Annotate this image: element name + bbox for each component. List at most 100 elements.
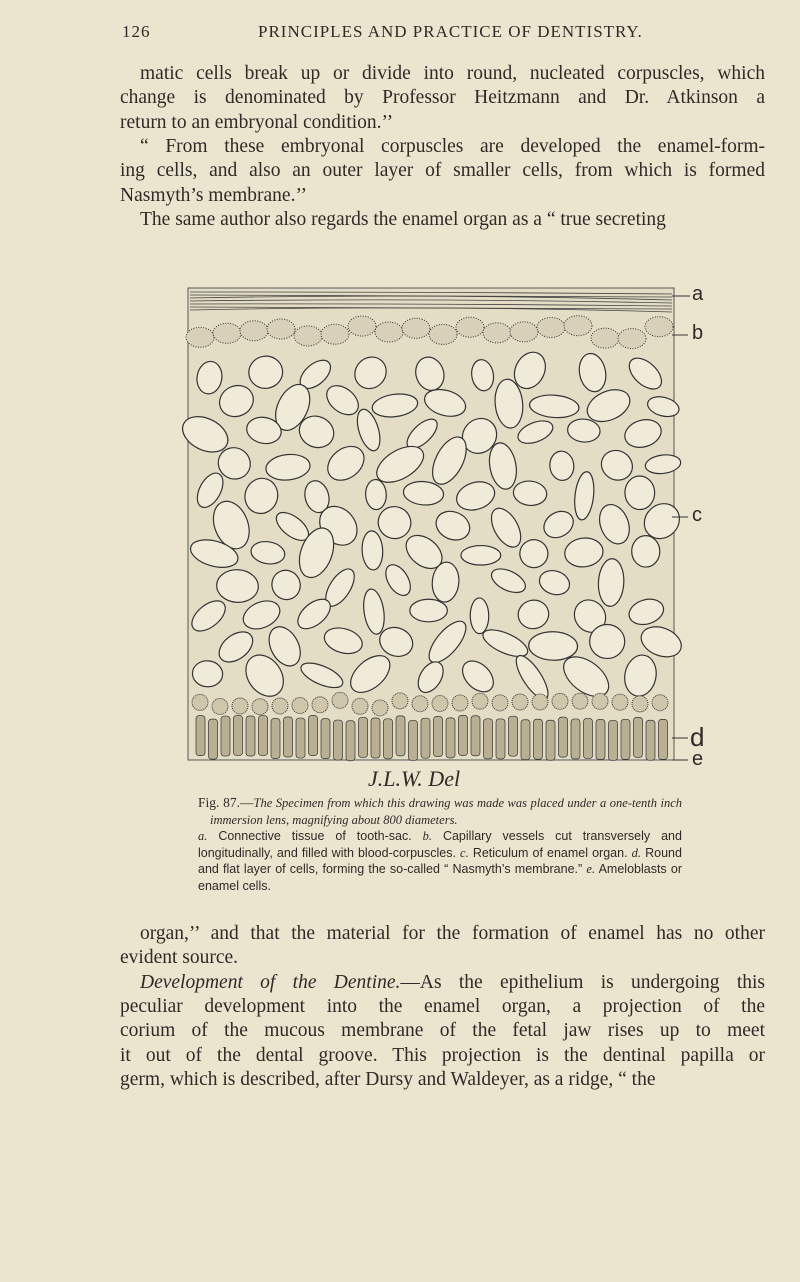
round-cell (231, 697, 249, 715)
text-line: peculiar development into the enamel org… (120, 995, 765, 1017)
text-line: it out of the dental groove. This projec… (120, 1044, 765, 1066)
legend-item: d. Round and flat layer of cells, formin… (198, 846, 682, 877)
text-line: organ,’’ and that the material for the f… (140, 923, 765, 944)
reticulum-cell (217, 447, 251, 480)
reticulum-cell (327, 445, 365, 481)
ameloblast (270, 718, 281, 759)
reticulum-cell (376, 445, 425, 483)
figure-label: c (692, 504, 702, 526)
reticulum-cell (519, 539, 549, 569)
round-cell (291, 696, 309, 714)
vessel (293, 325, 323, 347)
reticulum-cell (300, 662, 344, 689)
reticulum-cell (624, 475, 656, 511)
vessel (617, 328, 647, 350)
reticulum-cell (628, 598, 665, 626)
reticulum-cell (350, 655, 391, 694)
signature: J.L.W. Del (368, 766, 461, 791)
legend-text: Connective tissue of tooth-sac. (218, 829, 412, 843)
legend-letter: d. (631, 845, 642, 860)
reticulum-cell (371, 393, 419, 418)
ameloblast (233, 715, 243, 756)
reticulum-cell (567, 418, 601, 443)
ameloblast (358, 717, 368, 758)
reticulum-cell (189, 539, 239, 568)
reticulum-cell (549, 450, 575, 481)
reticulum-cell (643, 503, 680, 540)
legend-text: Ameloblasts or enamel cells. (198, 862, 682, 893)
round-cell (191, 693, 209, 711)
reticulum-cell (379, 626, 414, 657)
vessel (212, 322, 242, 344)
reticulum-cell (244, 477, 279, 515)
ameloblast (333, 719, 343, 761)
round-cell (571, 692, 589, 710)
legend-letter: e. (586, 862, 596, 876)
reticulum-cell (435, 510, 471, 541)
vessel (401, 317, 431, 339)
reticulum-cell (600, 449, 634, 481)
reticulum-cell (488, 442, 517, 490)
reticulum-cell (245, 654, 284, 697)
reticulum-cell (598, 503, 630, 545)
figure-label: e (692, 748, 704, 770)
round-cell (531, 693, 549, 711)
reticulum-cell (271, 569, 301, 601)
ameloblast (383, 718, 393, 760)
ameloblast (608, 720, 618, 761)
ameloblast (458, 715, 468, 756)
reticulum-cell (298, 415, 335, 449)
reticulum-cell (517, 420, 554, 444)
reticulum-cell (471, 359, 495, 392)
vessel (374, 321, 404, 343)
text-line: change is denominated by Professor Heitz… (120, 87, 765, 109)
figure-number: Fig. 87.— (198, 795, 254, 810)
reticulum-cell (323, 627, 363, 655)
reticulum-cell (589, 623, 626, 660)
reticulum-cell (563, 656, 610, 697)
reticulum-cell (517, 599, 550, 630)
reticulum-cell (640, 626, 682, 658)
ameloblast (645, 719, 656, 761)
round-cell (471, 692, 489, 710)
vessel (482, 322, 512, 344)
text-span: —As the epithelium is undergoing this (400, 971, 765, 993)
reticulum-cell (423, 388, 467, 417)
round-cell (351, 697, 369, 715)
ameloblast (658, 719, 668, 760)
reticulum-cell (361, 530, 384, 571)
ameloblast (633, 717, 643, 758)
vessel (455, 316, 485, 338)
reticulum-cell (242, 600, 281, 630)
reticulum-cell (212, 500, 250, 550)
round-cell (611, 693, 629, 711)
ameloblast (395, 715, 406, 757)
ameloblast (570, 718, 581, 760)
ameloblast (445, 717, 456, 759)
ameloblast (370, 717, 381, 759)
round-cell (411, 695, 429, 713)
reticulum-cell (644, 454, 682, 475)
reticulum-cell (461, 417, 498, 454)
reticulum-cell (182, 416, 229, 453)
reticulum-cell (297, 598, 331, 630)
reticulum-cell (597, 558, 625, 607)
ameloblast (420, 717, 431, 759)
ameloblast (283, 716, 293, 758)
reticulum-cell (461, 660, 494, 693)
reticulum-cell (469, 597, 490, 635)
reticulum-cell (647, 396, 680, 418)
ameloblast (508, 715, 518, 757)
reticulum-cell (528, 394, 580, 419)
reticulum-cell (578, 352, 607, 393)
reticulum-cell (363, 588, 385, 635)
ameloblast (533, 718, 543, 760)
text-line: The same author also regards the enamel … (140, 208, 666, 230)
reticulum-cell (543, 510, 574, 539)
round-cell (551, 692, 569, 710)
reticulum-cell (513, 351, 546, 390)
vessel (347, 315, 377, 337)
legend-letter: a. (198, 829, 208, 843)
legend-item: a. Connective tissue of tooth-sac. (198, 829, 412, 843)
legend-item: b. Capillary vessels cut transversely an… (198, 829, 682, 860)
